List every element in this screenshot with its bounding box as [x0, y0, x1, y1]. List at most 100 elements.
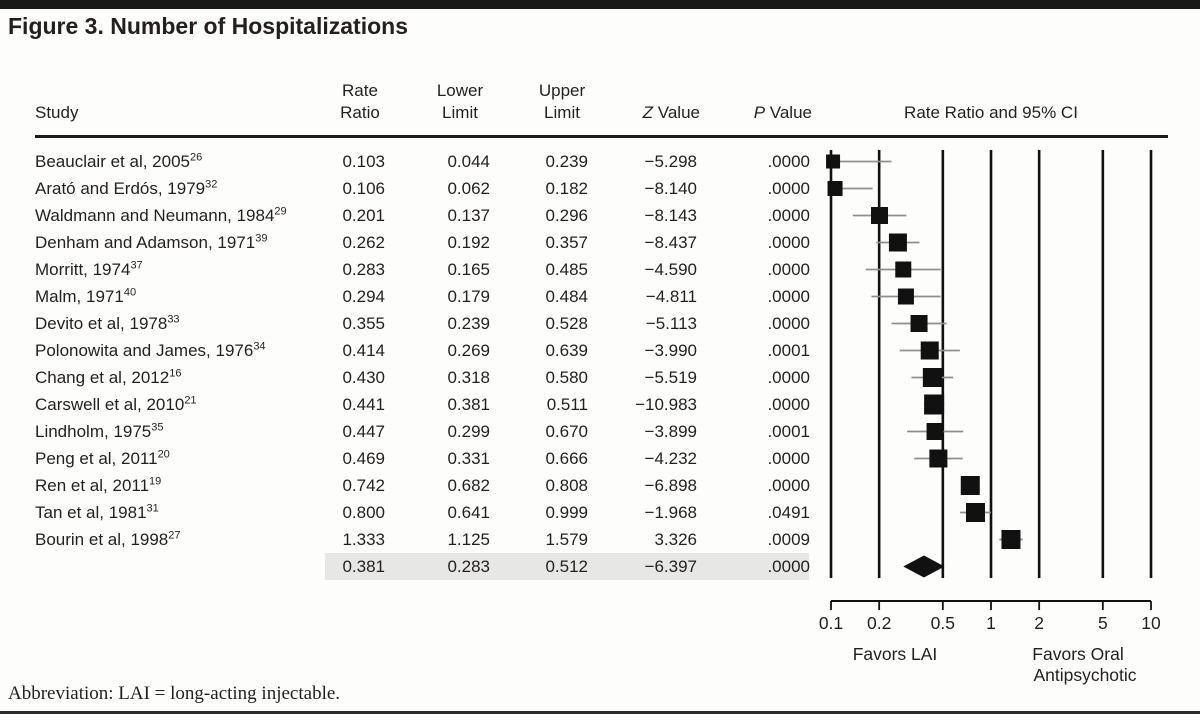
rate-ratio-value: 0.469 [342, 449, 385, 468]
p-value: .0491 [767, 503, 810, 522]
x-axis-tick-label: 2 [1034, 613, 1044, 633]
rate-ratio-value: 0.441 [342, 395, 385, 414]
table-row: Bourin et al, 199827 1.333 1.125 1.579 3.326… [35, 526, 810, 553]
study-name: Polonowita and James, 197634 [35, 340, 266, 360]
upper-limit-value: 0.670 [545, 422, 588, 441]
table-row: Devito et al, 197833 0.355 0.239 0.528 −5.11… [35, 310, 810, 337]
reference-superscript: 33 [167, 313, 180, 326]
summary-row: 0.381 0.283 0.512 −6.397 .0000 [35, 553, 810, 580]
p-value: .0001 [767, 341, 810, 360]
effect-square [929, 449, 948, 468]
header-rule [35, 135, 1168, 138]
study-name: Lindholm, 197535 [35, 421, 164, 441]
z-value: −4.590 [644, 260, 697, 279]
upper-limit-value: 0.528 [545, 314, 588, 333]
effect-square [897, 288, 914, 305]
lower-limit-value: 1.125 [447, 530, 490, 549]
rate-ratio-value: 0.355 [342, 314, 385, 333]
forest-plot: 0.1 0.2 0.5 1 2 5 10 Favors LAI Favors OralAntip… [819, 150, 1161, 685]
rate-ratio-value: 0.742 [342, 476, 385, 495]
reference-superscript: 34 [253, 340, 266, 353]
upper-limit-value: 0.666 [545, 449, 588, 468]
z-value: −5.113 [645, 314, 697, 333]
abbreviation-note: Abbreviation: LAI = long-acting injectab… [8, 683, 341, 704]
reference-superscript: 21 [184, 394, 197, 407]
table-row: Polonowita and James, 197634 0.414 0.269 0.… [35, 337, 810, 364]
z-value: −4.811 [645, 287, 697, 306]
z-value: −5.519 [644, 368, 697, 387]
col-header-p-value: P Value [712, 102, 812, 124]
rate-ratio-value: 0.447 [342, 422, 385, 441]
upper-limit-value: 0.485 [545, 260, 588, 279]
effect-square [1001, 530, 1021, 549]
reference-superscript: 40 [123, 286, 137, 299]
effect-square [965, 503, 985, 522]
effect-square [926, 423, 944, 440]
z-value: −1.968 [644, 503, 697, 522]
lower-limit-value: 0.682 [447, 476, 490, 495]
table-row: Peng et al, 201120 0.469 0.331 0.666 −4.232.… [35, 445, 810, 472]
rate-ratio-value: 0.201 [342, 206, 385, 225]
lower-limit-value: 0.318 [447, 368, 490, 387]
reference-superscript: 19 [149, 475, 162, 488]
study-name: Malm, 197140 [35, 286, 137, 306]
z-value: −5.298 [644, 152, 697, 171]
p-value: .0000 [767, 152, 810, 171]
summary-diamond [903, 555, 945, 578]
z-value: −3.990 [644, 341, 697, 360]
p-value: .0009 [767, 530, 810, 549]
lower-limit-value: 0.331 [447, 449, 490, 468]
upper-limit-value: 0.808 [545, 476, 588, 495]
z-value: −10.983 [635, 395, 697, 414]
study-name: Waldmann and Neumann, 198429 [35, 205, 287, 225]
rate-ratio-value: 0.800 [342, 503, 385, 522]
p-value: .0000 [767, 287, 810, 306]
reference-superscript: 32 [205, 178, 218, 191]
rate-ratio-value: 0.106 [342, 179, 385, 198]
rate-ratio-value: 0.103 [342, 152, 385, 171]
x-axis-tick-label: 0.5 [931, 613, 955, 633]
p-value: .0000 [767, 179, 810, 198]
z-value: −8.143 [644, 206, 697, 225]
col-header-lower-limit: Lower Limit [436, 81, 484, 122]
z-value: −4.232 [644, 449, 697, 468]
table-row: Chang et al, 201216 0.430 0.318 0.580 −5.519… [35, 364, 810, 391]
study-name: Arató and Erdós, 197932 [35, 178, 218, 198]
upper-limit-value: 0.512 [545, 557, 588, 576]
col-header-upper-limit: Upper Limit [538, 81, 586, 122]
upper-limit-value: 0.580 [545, 368, 588, 387]
study-name: Devito et al, 197833 [35, 313, 180, 333]
study-name: Tan et al, 198131 [35, 502, 159, 522]
favors-oral-label-line1: Favors Oral [1032, 644, 1123, 664]
reference-superscript: 29 [274, 205, 287, 218]
study-name: Peng et al, 201120 [35, 448, 170, 468]
table-row: Waldmann and Neumann, 198429 0.201 0.137 0.… [35, 202, 810, 229]
table-row: Beauclair et al, 200526 0.103 0.044 0.239 −5… [35, 148, 810, 175]
table-row: Lindholm, 197535 0.447 0.299 0.670 −3.899 .00… [35, 418, 810, 445]
table-rows: Beauclair et al, 200526 0.103 0.044 0.239 −5… [35, 148, 810, 580]
reference-superscript: 37 [130, 259, 143, 272]
rate-ratio-value: 1.333 [342, 530, 385, 549]
summary-row-shading [325, 553, 809, 580]
upper-limit-value: 0.484 [545, 287, 588, 306]
p-value: .0000 [767, 314, 810, 333]
rate-ratio-value: 0.294 [342, 287, 385, 306]
rate-ratio-value: 0.262 [342, 233, 385, 252]
rate-ratio-value: 0.283 [342, 260, 385, 279]
bottom-rule [0, 711, 1200, 714]
study-name: Ren et al, 201119 [35, 475, 162, 495]
reference-superscript: 27 [168, 529, 181, 542]
z-value: −8.140 [644, 179, 697, 198]
rate-ratio-value: 0.430 [342, 368, 385, 387]
col-header-plot: Rate Ratio and 95% CI [904, 103, 1078, 122]
top-bar [0, 0, 1200, 9]
study-name: Morritt, 197437 [35, 259, 143, 279]
z-value: −6.397 [644, 557, 697, 576]
upper-limit-value: 1.579 [545, 530, 588, 549]
z-label-italic: Z [642, 103, 654, 122]
lower-limit-value: 0.137 [447, 206, 490, 225]
p-value: .0001 [767, 422, 810, 441]
lower-limit-value: 0.641 [447, 503, 490, 522]
study-name [35, 553, 305, 580]
p-value: .0000 [767, 206, 810, 225]
